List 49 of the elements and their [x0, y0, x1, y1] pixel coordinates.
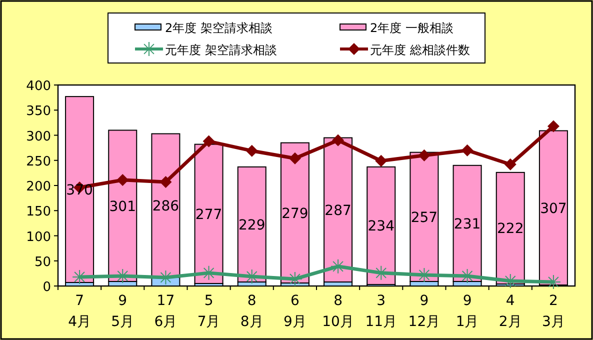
data-label: 3 [376, 293, 386, 309]
x-tick-label: 6月 [154, 314, 178, 330]
data-label: 286 [152, 198, 180, 215]
data-label: 301 [109, 198, 136, 215]
y-tick-label: 300 [26, 129, 51, 144]
data-label: 9 [420, 293, 429, 309]
y-tick-label: 250 [26, 154, 51, 170]
y-tick-label: 0 [42, 280, 51, 295]
data-label: 5 [204, 293, 214, 309]
data-label: 234 [368, 218, 395, 235]
data-label: 8 [334, 293, 343, 309]
data-label: 277 [195, 206, 222, 223]
data-label: 257 [410, 210, 438, 226]
y-tick-label: 50 [34, 254, 51, 270]
legend-label: 2年度 架空請求相談 [165, 21, 272, 35]
data-label: 279 [282, 206, 308, 222]
data-label: 231 [454, 216, 481, 232]
data-label: 4 [506, 293, 515, 309]
x-tick-label: 12月 [408, 314, 440, 330]
x-tick-label: 10月 [322, 314, 354, 330]
data-label: 7 [75, 293, 84, 309]
data-label: 222 [497, 221, 524, 238]
data-label: 9 [118, 293, 128, 309]
data-label: 229 [238, 217, 266, 234]
y-tick-label: 350 [26, 104, 51, 120]
x-tick-label: 4月 [68, 314, 92, 330]
y-tick-label: 150 [26, 204, 51, 220]
data-label: 9 [462, 293, 472, 309]
data-label: 370 [66, 182, 93, 199]
x-tick-label: 2月 [498, 314, 522, 330]
data-label: 2 [548, 293, 558, 309]
legend-label: 2年度 一般相談 [370, 21, 454, 35]
x-tick-label: 7月 [197, 314, 220, 330]
x-tick-label: 1月 [456, 314, 479, 330]
data-label: 287 [324, 202, 352, 219]
data-label: 8 [247, 293, 256, 309]
x-tick-label: 8月 [240, 314, 264, 330]
data-label: 6 [290, 293, 300, 309]
x-tick-label: 9月 [283, 314, 306, 330]
x-tick-label: 3月 [542, 314, 565, 330]
legend-label: 元年度 架空請求相談 [165, 43, 277, 57]
legend-label: 元年度 総相談件数 [370, 43, 470, 57]
x-tick-label: 5月 [111, 314, 134, 330]
y-tick-label: 200 [26, 180, 51, 194]
y-tick-label: 400 [26, 79, 51, 94]
y-tick-label: 100 [26, 230, 51, 245]
data-label: 307 [540, 200, 567, 217]
x-tick-label: 11月 [365, 314, 398, 330]
data-label: 17 [156, 293, 175, 309]
